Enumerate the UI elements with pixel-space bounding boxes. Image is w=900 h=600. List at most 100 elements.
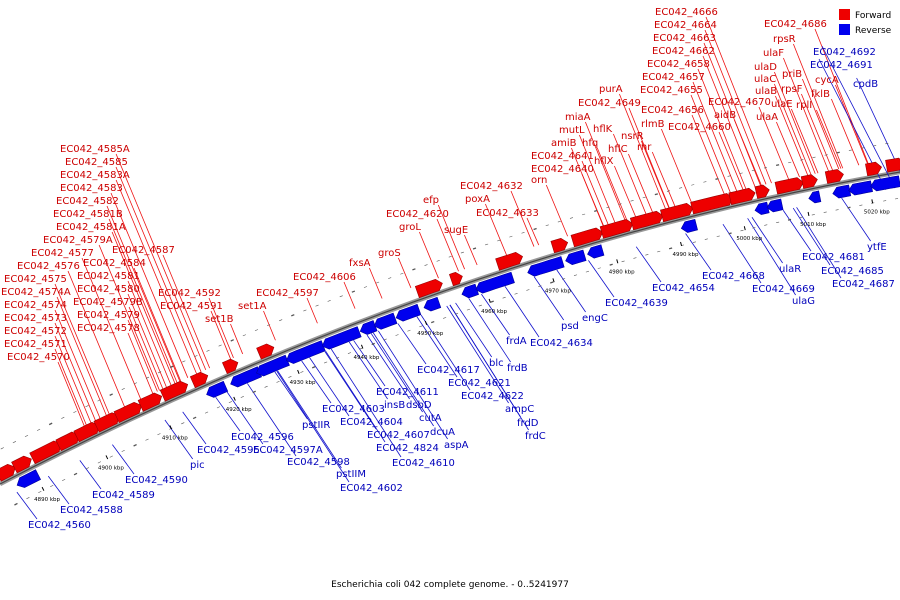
- forward-label-pura: purA: [599, 84, 623, 95]
- forward-ruler-dash: [621, 260, 625, 263]
- reverse-ruler-dash: [61, 416, 65, 419]
- reverse-leader-line: [215, 396, 241, 432]
- reverse-ruler-dash: [0, 447, 4, 450]
- forward-label-ec042-4633: EC042_4633: [476, 208, 539, 219]
- reverse-label-ec042-4560: EC042_4560: [28, 520, 91, 531]
- reverse-gene-arrow: [373, 312, 398, 330]
- forward-leader-line: [579, 134, 616, 223]
- forward-leader-line: [419, 231, 439, 279]
- reverse-ruler-dash: [436, 260, 440, 262]
- reverse-label-ec042-4654: EC042_4654: [652, 283, 715, 294]
- forward-gene-arrow: [774, 177, 804, 195]
- forward-leader-line: [133, 267, 182, 382]
- forward-label-fxsa: fxsA: [349, 258, 371, 269]
- forward-label-ec042-4663: EC042_4663: [653, 33, 716, 44]
- forward-ruler-dash: [443, 317, 447, 319]
- reverse-ruler-dash: [836, 151, 840, 154]
- tick-mark: [41, 486, 45, 491]
- reverse-gene-arrow: [286, 340, 326, 364]
- reverse-label-ec042-4602: EC042_4602: [340, 483, 403, 494]
- forward-label-ec042-4670: EC042_4670: [708, 97, 771, 108]
- reverse-label-pic: pic: [190, 460, 205, 471]
- forward-ruler-dash: [538, 285, 542, 287]
- forward-gene-arrow: [113, 401, 142, 424]
- reverse-label-frdd: frdD: [517, 418, 539, 429]
- reverse-leader-line: [747, 218, 796, 296]
- forward-leader-line: [263, 310, 276, 341]
- forward-leader-line: [485, 203, 508, 256]
- forward-ruler-dash: [240, 396, 244, 398]
- tick-mark: [488, 298, 491, 303]
- reverse-ruler-dash: [218, 344, 222, 347]
- reverse-label-dsbd: dsbD: [406, 400, 432, 411]
- reverse-ruler-dash: [679, 187, 683, 189]
- forward-ruler-dash: [14, 502, 18, 506]
- forward-ruler-dash: [609, 263, 613, 266]
- backbone-shadow: [0, 171, 900, 485]
- reverse-gene-arrow: [565, 249, 587, 266]
- forward-leader-line: [628, 107, 670, 208]
- forward-leader-line: [54, 322, 96, 421]
- reverse-label-frdb: frdB: [507, 363, 528, 374]
- forward-label-hflc: hflC: [608, 144, 628, 155]
- forward-ruler-dash: [752, 227, 756, 229]
- forward-leader-line: [776, 121, 800, 178]
- forward-label-ec042-4640: EC042_4640: [531, 164, 594, 175]
- reverse-label-dcua: dcuA: [430, 427, 455, 438]
- legend-reverse-label: Reverse: [855, 26, 892, 36]
- reverse-gene-arrow: [206, 380, 229, 398]
- reverse-ruler-dash: [169, 365, 174, 369]
- reverse-leader-line: [301, 360, 332, 404]
- reverse-gene-arrow: [587, 244, 605, 259]
- forward-gene-arrow: [159, 380, 189, 402]
- reverse-ruler-dash: [315, 304, 319, 307]
- reverse-leader-line: [397, 323, 427, 365]
- forward-label-ulae: ulaE: [771, 99, 793, 110]
- reverse-label-ampc: ampC: [505, 404, 534, 415]
- reverse-label-ec042-4622: EC042_4622: [461, 391, 524, 402]
- reverse-gene-arrow: [848, 180, 873, 196]
- tick-label-4920: 4920 kbp: [226, 407, 252, 413]
- reverse-gene-arrow: [359, 320, 378, 335]
- reverse-ruler-dash: [97, 399, 101, 402]
- reverse-leader-line: [751, 217, 783, 264]
- forward-ruler-dash: [454, 312, 459, 315]
- reverse-leader-line: [377, 330, 448, 440]
- forward-leader-line: [596, 147, 627, 220]
- tick-label-4970: 4970 kbp: [545, 288, 571, 294]
- forward-label-efp: efp: [423, 195, 439, 206]
- forward-leader-line: [162, 254, 211, 369]
- forward-ruler-dash: [347, 352, 352, 354]
- reverse-leader-line: [372, 332, 434, 427]
- forward-ruler-dash: [419, 325, 423, 328]
- forward-leader-line: [801, 93, 833, 171]
- forward-label-ec042-4578: EC042_4578: [77, 323, 140, 334]
- reverse-ruler-dash: [12, 441, 17, 444]
- forward-leader-line: [585, 121, 626, 220]
- forward-leader-line: [793, 43, 844, 169]
- reverse-leader-line: [276, 370, 350, 483]
- forward-label-ec042-4582: EC042_4582: [56, 196, 119, 207]
- reverse-label-ec042-4598: EC042_4598: [287, 457, 350, 468]
- forward-leader-line: [343, 281, 356, 309]
- forward-label-ulaa: ulaA: [756, 112, 778, 123]
- forward-leader-line: [718, 131, 744, 190]
- reverse-ruler-dash: [812, 156, 816, 158]
- reverse-leader-line: [277, 370, 342, 469]
- reverse-ruler-dash: [727, 175, 731, 177]
- forward-leader-line: [814, 28, 869, 164]
- reverse-leader-line: [821, 45, 896, 189]
- forward-leader-line: [128, 306, 164, 390]
- reverse-ruler-dash: [594, 209, 598, 212]
- reverse-label-ec042-4610: EC042_4610: [392, 458, 455, 469]
- forward-ruler-dash: [585, 270, 589, 273]
- tick-label-4980: 4980 kbp: [609, 269, 635, 275]
- forward-ruler-dash: [133, 443, 137, 447]
- forward-ruler-dash: [97, 461, 101, 464]
- legend-forward-swatch: [839, 9, 850, 20]
- forward-leader-line: [526, 217, 540, 246]
- forward-leader-line: [835, 84, 868, 164]
- forward-leader-line: [81, 257, 142, 400]
- forward-leader-line: [106, 205, 181, 382]
